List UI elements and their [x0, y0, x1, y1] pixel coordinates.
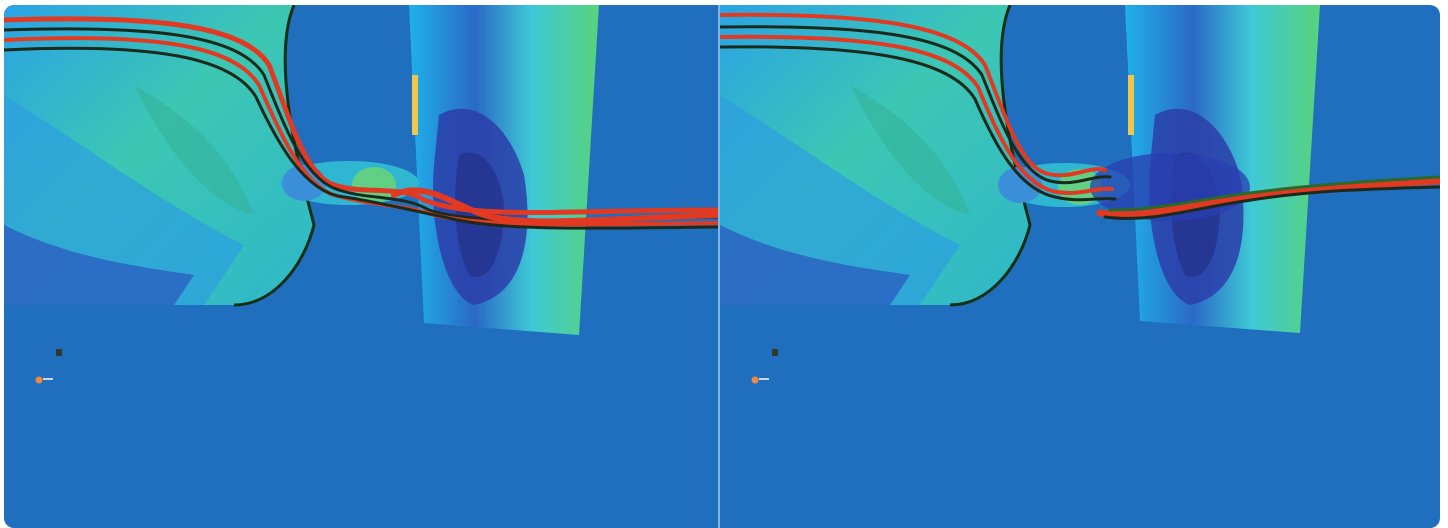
origin-marker — [751, 349, 778, 384]
streamlines — [4, 16, 718, 230]
hull-surface — [4, 5, 316, 307]
origin-marker — [35, 349, 62, 384]
right-simulation-graphic — [720, 5, 1440, 384]
right-simulation-panel — [720, 5, 1440, 528]
left-simulation-panel — [4, 5, 718, 528]
propeller-hub — [998, 153, 1250, 221]
panel-divider — [718, 5, 720, 528]
left-simulation-graphic — [4, 5, 718, 384]
streamlines — [720, 12, 1440, 220]
hull-surface — [720, 5, 1032, 307]
rudder-surface — [409, 5, 599, 335]
